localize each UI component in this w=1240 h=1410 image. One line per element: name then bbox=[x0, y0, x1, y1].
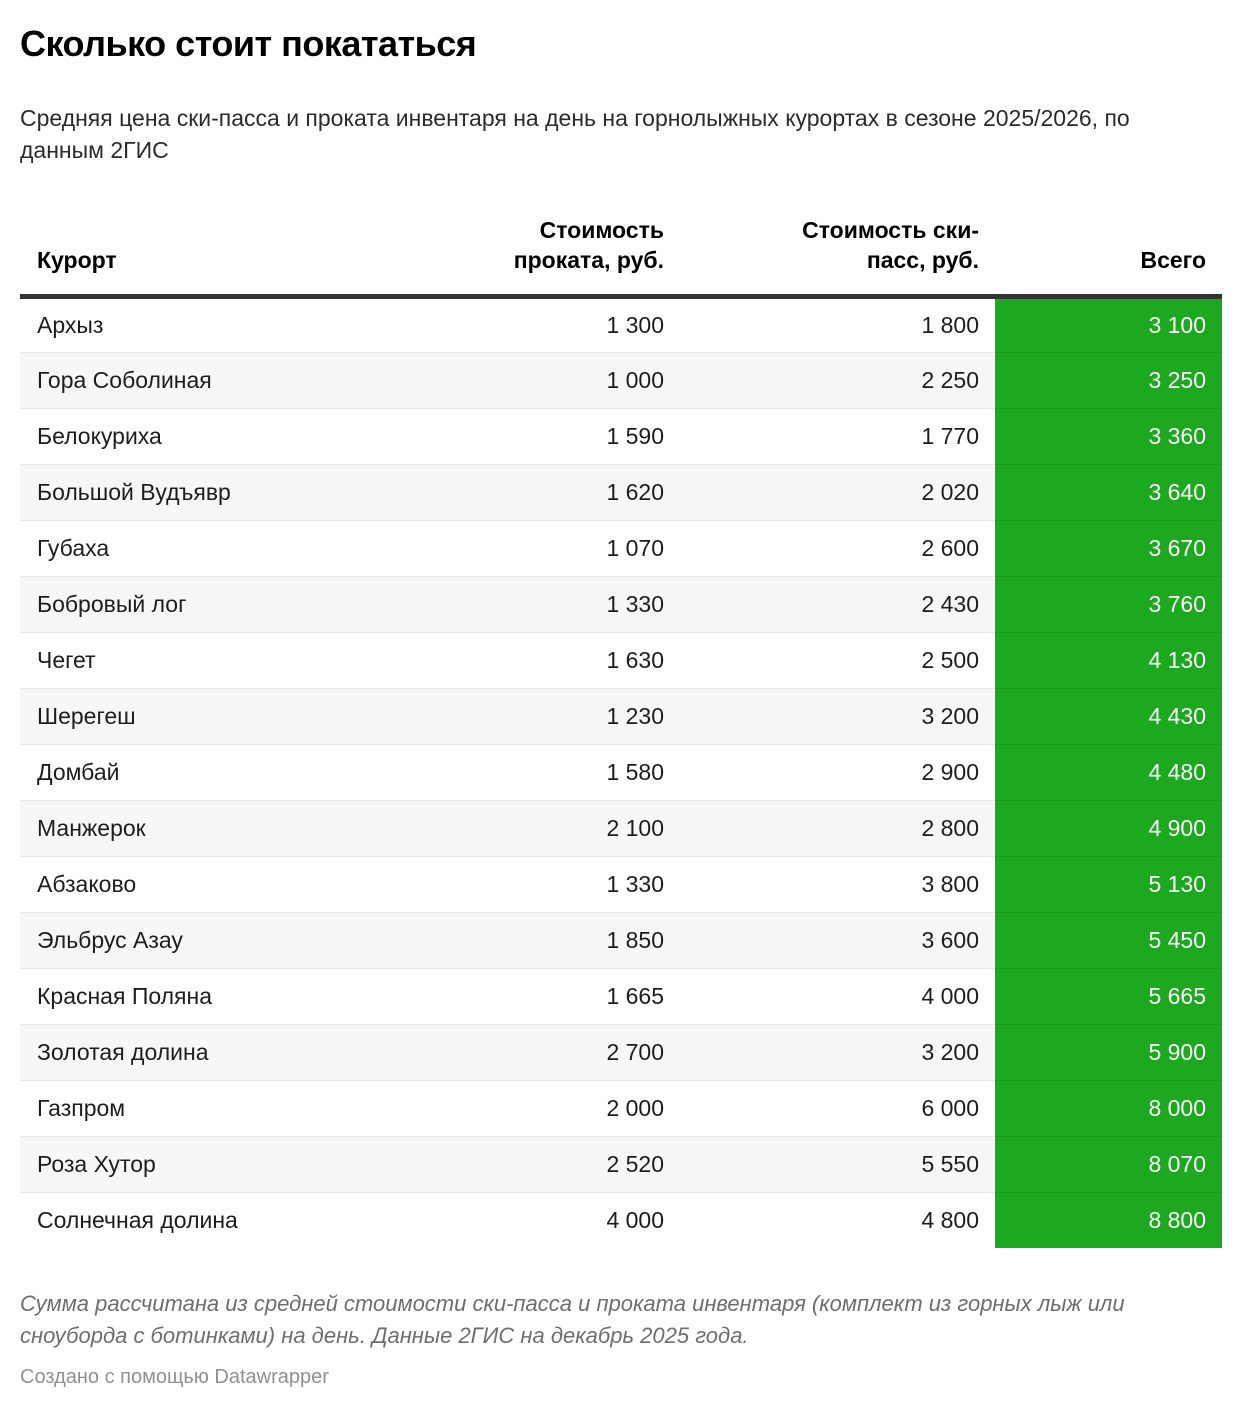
table-row: Шерегеш 1 230 3 200 4 430 bbox=[20, 687, 1222, 745]
rental-cell: 1 000 bbox=[440, 351, 680, 409]
rental-cell: 2 100 bbox=[440, 799, 680, 857]
rental-cell: 1 230 bbox=[440, 687, 680, 745]
rental-cell: 2 700 bbox=[440, 1023, 680, 1081]
skipass-cell: 3 200 bbox=[680, 687, 995, 745]
rental-cell: 1 630 bbox=[440, 631, 680, 689]
total-cell: 3 760 bbox=[995, 575, 1222, 633]
table-row: Газпром 2 000 6 000 8 000 bbox=[20, 1079, 1222, 1137]
column-header-rental-price: Стоимость проката, руб. bbox=[440, 214, 680, 299]
skipass-cell: 5 550 bbox=[680, 1135, 995, 1193]
table-header-row: Курорт Стоимость проката, руб. Стоимость… bbox=[20, 214, 1222, 299]
total-cell: 5 130 bbox=[995, 855, 1222, 913]
skipass-cell: 4 000 bbox=[680, 967, 995, 1025]
table-row: Чегет 1 630 2 500 4 130 bbox=[20, 631, 1222, 689]
rental-cell: 4 000 bbox=[440, 1191, 680, 1249]
total-cell: 8 000 bbox=[995, 1079, 1222, 1137]
total-cell: 5 900 bbox=[995, 1023, 1222, 1081]
total-cell: 3 670 bbox=[995, 519, 1222, 577]
table-row: Гора Соболиная 1 000 2 250 3 250 bbox=[20, 351, 1222, 409]
skipass-cell: 2 430 bbox=[680, 575, 995, 633]
skipass-cell: 3 200 bbox=[680, 1023, 995, 1081]
resort-cell: Домбай bbox=[20, 743, 440, 801]
column-header-resort: Курорт bbox=[20, 214, 440, 299]
table-body: Архыз 1 300 1 800 3 100 Гора Соболиная 1… bbox=[20, 296, 1222, 1249]
skipass-cell: 3 800 bbox=[680, 855, 995, 913]
skipass-cell: 2 900 bbox=[680, 743, 995, 801]
column-header-total: Всего bbox=[995, 214, 1222, 299]
total-cell: 3 360 bbox=[995, 407, 1222, 465]
rental-cell: 1 300 bbox=[606, 311, 664, 338]
resort-cell: Абзаково bbox=[20, 855, 440, 913]
rental-cell: 1 330 bbox=[440, 855, 680, 913]
column-header-skipass-price: Стоимость ски- пасс, руб. bbox=[680, 214, 995, 299]
skipass-cell: 6 000 bbox=[680, 1079, 995, 1137]
table-row: Золотая долина 2 700 3 200 5 900 bbox=[20, 1023, 1222, 1081]
rental-cell: 1 850 bbox=[440, 911, 680, 969]
resort-cell: Губаха bbox=[20, 519, 440, 577]
total-cell: 4 430 bbox=[995, 687, 1222, 745]
rental-cell: 2 000 bbox=[440, 1079, 680, 1137]
rental-cell: 1 620 bbox=[440, 463, 680, 521]
table-row: Губаха 1 070 2 600 3 670 bbox=[20, 519, 1222, 577]
resort-cell: Бобровый лог bbox=[20, 575, 440, 633]
resort-cell: Шерегеш bbox=[20, 687, 440, 745]
table-row: Роза Хутор 2 520 5 550 8 070 bbox=[20, 1135, 1222, 1193]
resort-cell: Солнечная долина bbox=[20, 1191, 440, 1249]
resort-cell: Архыз bbox=[37, 311, 104, 338]
page-title: Сколько стоит покататься bbox=[20, 23, 477, 64]
rental-cell: 1 590 bbox=[440, 407, 680, 465]
rental-cell: 1 330 bbox=[440, 575, 680, 633]
page-subtitle: Средняя цена ски-пасса и проката инвента… bbox=[20, 104, 1130, 164]
resort-cell: Золотая долина bbox=[20, 1023, 440, 1081]
resort-cell: Белокуриха bbox=[20, 407, 440, 465]
price-table: Курорт Стоимость проката, руб. Стоимость… bbox=[20, 214, 1222, 1249]
resort-cell: Гора Соболиная bbox=[20, 351, 440, 409]
total-cell: 4 480 bbox=[995, 743, 1222, 801]
total-cell: 4 130 bbox=[995, 631, 1222, 689]
skipass-cell: 4 800 bbox=[680, 1191, 995, 1249]
total-cell: 3 250 bbox=[995, 351, 1222, 409]
total-cell: 8 800 bbox=[995, 1191, 1222, 1249]
total-cell: 4 900 bbox=[995, 799, 1222, 857]
resort-cell: Газпром bbox=[20, 1079, 440, 1137]
resort-cell: Большой Вудъявр bbox=[20, 463, 440, 521]
table-row: Белокуриха 1 590 1 770 3 360 bbox=[20, 407, 1222, 465]
table-row: Красная Поляна 1 665 4 000 5 665 bbox=[20, 967, 1222, 1025]
footnote: Сумма рассчитана из средней стоимости ск… bbox=[20, 1291, 1125, 1349]
skipass-cell: 2 250 bbox=[680, 351, 995, 409]
table-row: Эльбрус Азау 1 850 3 600 5 450 bbox=[20, 911, 1222, 969]
rental-cell: 1 665 bbox=[440, 967, 680, 1025]
skipass-cell: 2 020 bbox=[680, 463, 995, 521]
rental-cell: 1 580 bbox=[440, 743, 680, 801]
table-row: Манжерок 2 100 2 800 4 900 bbox=[20, 799, 1222, 857]
total-cell: 8 070 bbox=[995, 1135, 1222, 1193]
skipass-cell: 1 770 bbox=[680, 407, 995, 465]
table-row: Домбай 1 580 2 900 4 480 bbox=[20, 743, 1222, 801]
rental-cell: 1 070 bbox=[440, 519, 680, 577]
rental-cell: 2 520 bbox=[440, 1135, 680, 1193]
skipass-cell: 2 800 bbox=[680, 799, 995, 857]
resort-cell: Красная Поляна bbox=[20, 967, 440, 1025]
table-row: Солнечная долина 4 000 4 800 8 800 bbox=[20, 1191, 1222, 1249]
skipass-cell: 3 600 bbox=[680, 911, 995, 969]
resort-cell: Чегет bbox=[20, 631, 440, 689]
datawrapper-attribution: Создано с помощью Datawrapper bbox=[20, 1365, 329, 1388]
resort-cell: Роза Хутор bbox=[20, 1135, 440, 1193]
table-row: Большой Вудъявр 1 620 2 020 3 640 bbox=[20, 463, 1222, 521]
skipass-cell: 2 500 bbox=[680, 631, 995, 689]
table-row: Архыз 1 300 1 800 3 100 bbox=[20, 296, 1222, 353]
skipass-cell: 2 600 bbox=[680, 519, 995, 577]
total-cell: 5 450 bbox=[995, 911, 1222, 969]
table-row: Абзаково 1 330 3 800 5 130 bbox=[20, 855, 1222, 913]
table-row: Бобровый лог 1 330 2 430 3 760 bbox=[20, 575, 1222, 633]
total-cell: 3 100 bbox=[995, 296, 1222, 353]
total-cell: 3 640 bbox=[995, 463, 1222, 521]
table-header: Курорт Стоимость проката, руб. Стоимость… bbox=[20, 214, 1222, 299]
resort-cell: Манжерок bbox=[20, 799, 440, 857]
resort-cell: Эльбрус Азау bbox=[20, 911, 440, 969]
total-cell: 5 665 bbox=[995, 967, 1222, 1025]
skipass-cell: 1 800 bbox=[921, 311, 979, 338]
